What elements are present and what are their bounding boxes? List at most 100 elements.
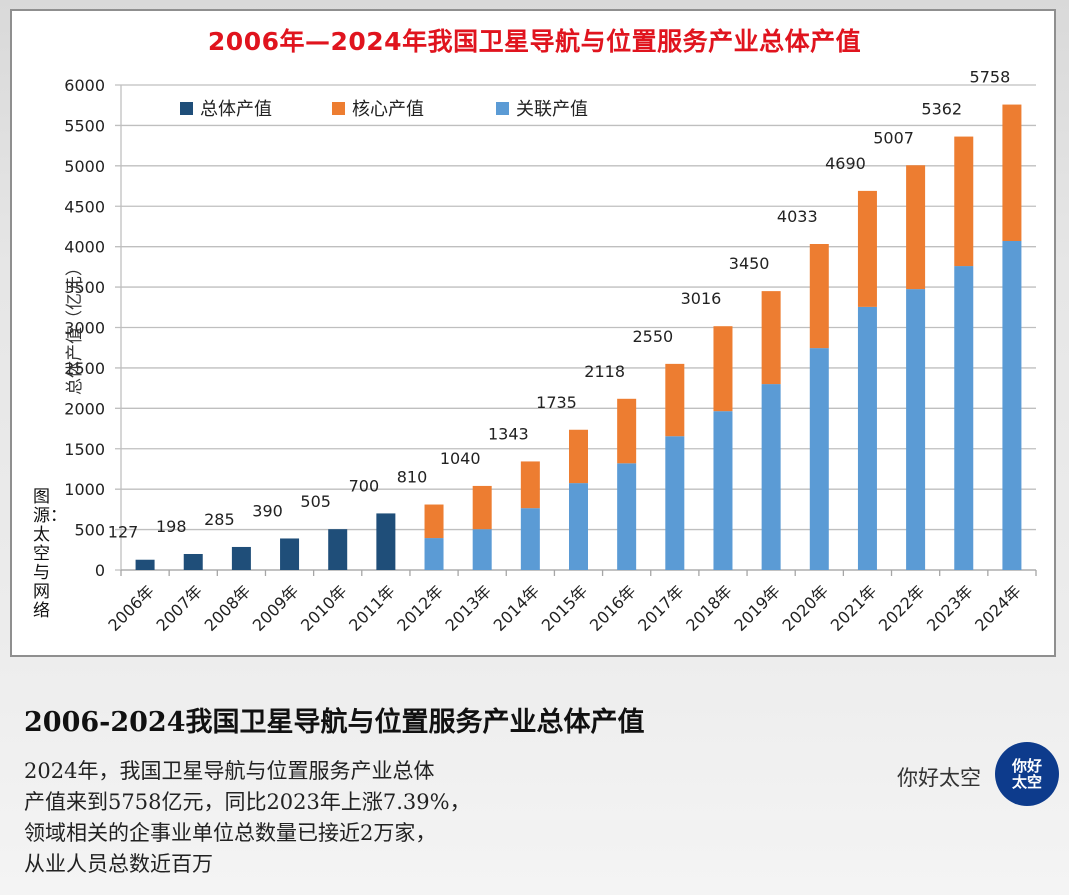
gridlines	[115, 84, 1036, 571]
x-tick-label: 2023年	[923, 581, 977, 635]
bar-segment	[617, 398, 637, 464]
y-tick-label: 4500	[64, 197, 105, 216]
x-tick-label: 2022年	[875, 581, 929, 635]
y-tick-label: 3000	[64, 319, 105, 338]
y-tick-label: 3500	[64, 278, 105, 297]
x-tick-label: 2006年	[104, 581, 158, 635]
x-tick-label: 2017年	[634, 581, 688, 635]
y-tick-label: 1500	[64, 440, 105, 459]
bar-segment	[424, 504, 444, 539]
data-label: 2550	[632, 327, 673, 346]
legend-label: 核心产值	[352, 99, 424, 120]
data-label: 1040	[440, 449, 481, 468]
x-tick-label: 2018年	[682, 581, 736, 635]
bar-segment	[713, 411, 733, 570]
bar-segment	[472, 529, 492, 570]
data-label: 2118	[584, 362, 625, 381]
y-tick-label: 2500	[64, 359, 105, 378]
y-tick-label: 5000	[64, 157, 105, 176]
bar-segment	[569, 483, 588, 570]
y-tick-label: 6000	[64, 76, 105, 95]
bars	[135, 104, 1022, 570]
x-tick-label: 2014年	[490, 581, 544, 635]
bar-segment	[520, 508, 540, 570]
y-tick-label: 0	[95, 561, 105, 580]
caption-line: 产值来到5758亿元，同比2023年上涨7.39%，	[24, 790, 471, 814]
bar-segment	[857, 306, 877, 570]
data-labels: 127 198 285 390 505 700 810 1040 1343 1735 2118 255…	[108, 68, 1010, 542]
chart-title: 2006年—2024年我国卫星导航与位置服务产业总体产值	[207, 27, 862, 56]
x-tick-label: 2007年	[153, 581, 207, 635]
bar-segment	[809, 348, 829, 570]
brand-name: 你好太空	[897, 766, 981, 790]
bar-segment	[1002, 104, 1022, 242]
brand-logo-line: 太空	[1011, 773, 1042, 791]
bar-segment	[280, 538, 300, 570]
x-tick-label: 2019年	[730, 581, 784, 635]
data-label: 5362	[921, 100, 962, 119]
bar-segment	[376, 513, 396, 570]
y-tick-label: 2000	[64, 399, 105, 418]
x-axis: 2006年2007年2008年2009年2010年2011年2012年2013年…	[104, 569, 1037, 635]
y-tick-label: 5500	[64, 116, 105, 135]
source-note: 图源：太空与网络	[33, 487, 67, 621]
bar-segment	[857, 190, 877, 307]
x-tick-label: 2009年	[249, 581, 303, 635]
bar-segment	[761, 291, 781, 385]
stacked-bar-chart: 0 500 1000 1500 2000 2500 3000 3500 4000 4500 5000…	[64, 68, 1037, 635]
legend-swatch	[496, 102, 509, 115]
bar-segment	[954, 266, 974, 570]
data-label: 285	[204, 510, 235, 529]
data-label: 5758	[970, 68, 1011, 87]
caption-body: 2024年，我国卫星导航与位置服务产业总体 产值来到5758亿元，同比2023年…	[24, 756, 584, 880]
bar-segment	[135, 559, 155, 570]
y-axis-label: 总体产值（亿元）	[65, 259, 85, 395]
x-tick-label: 2010年	[297, 581, 351, 635]
legend-swatch	[180, 102, 193, 115]
bar-segment	[809, 243, 829, 349]
bar-segment	[183, 553, 203, 570]
data-label: 5007	[873, 128, 914, 147]
caption-line: 领域相关的企事业单位总数量已接近2万家，	[24, 821, 437, 845]
data-label: 3450	[729, 254, 770, 273]
bar-segment	[906, 289, 926, 570]
x-tick-label: 2008年	[201, 581, 255, 635]
bar-segment	[713, 326, 733, 412]
data-label: 700	[349, 476, 380, 495]
bar-segment	[617, 463, 637, 570]
data-label: 198	[156, 517, 187, 536]
brand-logo[interactable]: 你好 太空	[995, 742, 1059, 806]
x-tick-label: 2015年	[538, 581, 592, 635]
data-label: 810	[397, 468, 428, 487]
legend: 总体产值 核心产值 关联产值	[180, 99, 588, 120]
x-tick-label: 2012年	[393, 581, 447, 635]
caption-line: 从业人员总数近百万	[24, 852, 213, 876]
x-tick-label: 2020年	[779, 581, 833, 635]
legend-label: 关联产值	[516, 99, 588, 120]
bar-segment	[954, 136, 974, 267]
y-tick-label: 1000	[64, 480, 105, 499]
data-label: 505	[300, 492, 331, 511]
y-tick-label: 4000	[64, 238, 105, 257]
brand-logo-line: 你好	[1011, 757, 1042, 775]
y-tick-label: 500	[74, 521, 105, 540]
data-label: 390	[252, 501, 283, 520]
bar-segment	[1002, 241, 1022, 570]
bar-segment	[424, 538, 444, 570]
data-label: 3016	[681, 289, 722, 308]
legend-label: 总体产值	[200, 99, 272, 120]
data-label: 1343	[488, 424, 529, 443]
data-label: 1735	[536, 393, 577, 412]
bar-segment	[231, 546, 251, 570]
bar-segment	[520, 461, 540, 509]
bar-segment	[472, 485, 492, 530]
x-tick-label: 2024年	[971, 581, 1025, 635]
bar-segment	[761, 384, 781, 570]
data-label: 127	[108, 523, 139, 542]
x-tick-label: 2011年	[345, 581, 399, 635]
bar-segment	[665, 363, 685, 437]
x-tick-label: 2013年	[441, 581, 495, 635]
data-label: 4690	[825, 154, 866, 173]
bar-segment	[906, 165, 926, 290]
x-tick-label: 2016年	[586, 581, 640, 635]
